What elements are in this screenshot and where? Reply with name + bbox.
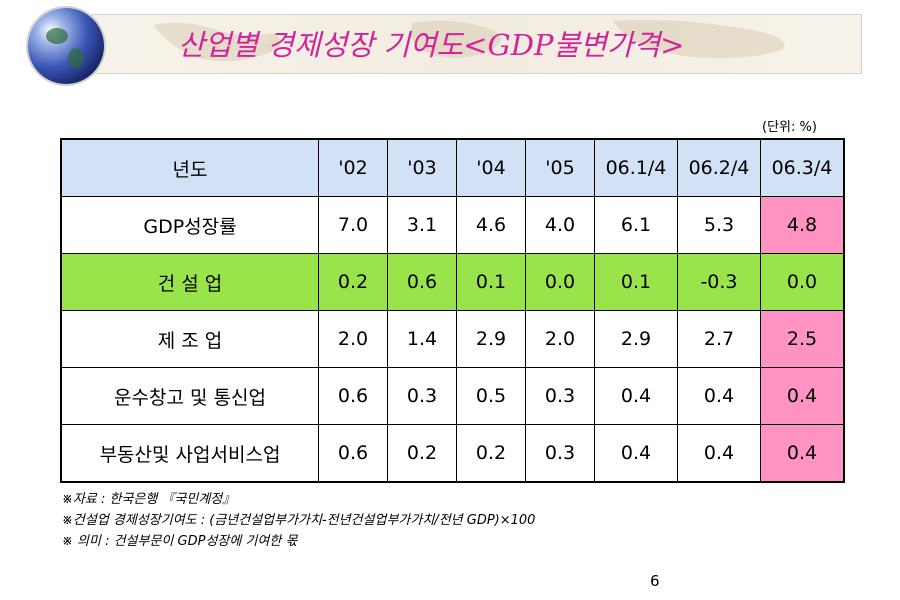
table-cell: 0.4 xyxy=(677,367,761,425)
table-cell: 1.4 xyxy=(387,310,457,368)
table-row: GDP성장률 7.0 3.1 4.6 4.0 6.1 5.3 4.8 xyxy=(60,196,845,254)
table-cell: 0.4 xyxy=(760,367,845,425)
table-cell: 2.9 xyxy=(594,310,678,368)
table-cell: 0.4 xyxy=(594,424,678,483)
footnotes: ※자료 : 한국은행 『국민계정』 ※건설업 경제성장기여도 : (금년건설업부… xyxy=(62,489,535,552)
table-cell: 2.5 xyxy=(760,310,845,368)
table-cell: 0.4 xyxy=(760,424,845,483)
table-cell: 0.4 xyxy=(594,367,678,425)
row-label: 제 조 업 xyxy=(60,310,319,368)
row-label: 부동산및 사업서비스업 xyxy=(60,424,319,483)
header-cell: 06.2/4 xyxy=(677,138,761,197)
header-cell: '03 xyxy=(387,138,457,197)
page-title: 산업별 경제성장 기여도<GDP불변가격> xyxy=(178,28,685,62)
table-cell: 5.3 xyxy=(677,196,761,254)
table-cell: 4.8 xyxy=(760,196,845,254)
table-cell: 0.2 xyxy=(318,253,388,311)
table-cell: 0.1 xyxy=(456,253,526,311)
table-cell: 0.5 xyxy=(456,367,526,425)
row-label: 운수창고 및 통신업 xyxy=(60,367,319,425)
table-cell: 0.0 xyxy=(760,253,845,311)
table-cell: -0.3 xyxy=(677,253,761,311)
header-cell: 06.1/4 xyxy=(594,138,678,197)
table-row: 운수창고 및 통신업 0.6 0.3 0.5 0.3 0.4 0.4 0.4 xyxy=(60,367,845,425)
table-row: 제 조 업 2.0 1.4 2.9 2.0 2.9 2.7 2.5 xyxy=(60,310,845,368)
table-cell: 0.0 xyxy=(525,253,595,311)
table-cell: 3.1 xyxy=(387,196,457,254)
contribution-table: 년도 '02 '03 '04 '05 06.1/4 06.2/4 06.3/4 … xyxy=(60,138,845,483)
table-cell: 0.2 xyxy=(456,424,526,483)
table-cell: 0.3 xyxy=(525,367,595,425)
globe-icon xyxy=(28,8,104,84)
table-cell: 0.3 xyxy=(525,424,595,483)
table-cell: 0.4 xyxy=(677,424,761,483)
table-header-row: 년도 '02 '03 '04 '05 06.1/4 06.2/4 06.3/4 xyxy=(60,138,845,197)
header-cell: 년도 xyxy=(60,138,319,197)
table-cell: 2.7 xyxy=(677,310,761,368)
table-cell: 0.2 xyxy=(387,424,457,483)
row-label: GDP성장률 xyxy=(60,196,319,254)
world-map-background xyxy=(153,19,785,62)
table-cell: 2.0 xyxy=(525,310,595,368)
unit-label: (단위: %) xyxy=(762,120,817,135)
header-cell: '05 xyxy=(525,138,595,197)
row-label: 건 설 업 xyxy=(60,253,319,311)
header-cell: 06.3/4 xyxy=(760,138,845,197)
table-cell: 0.1 xyxy=(594,253,678,311)
table-cell: 4.0 xyxy=(525,196,595,254)
table-cell: 6.1 xyxy=(594,196,678,254)
table-cell: 0.6 xyxy=(318,367,388,425)
title-banner xyxy=(92,14,862,74)
table-cell: 7.0 xyxy=(318,196,388,254)
table-cell: 2.0 xyxy=(318,310,388,368)
header-cell: '04 xyxy=(456,138,526,197)
footnote-source: ※자료 : 한국은행 『국민계정』 xyxy=(62,492,236,507)
page-number: 6 xyxy=(650,572,660,590)
table-row: 부동산및 사업서비스업 0.6 0.2 0.2 0.3 0.4 0.4 0.4 xyxy=(60,424,845,483)
footnote-formula: ※건설업 경제성장기여도 : (금년건설업부가가치-전년건설업부가가치/전년 G… xyxy=(62,513,536,528)
footnote-meaning: ※ 의미 : 건설부문이 GDP성장에 기여한 몫 xyxy=(62,534,298,549)
table-cell: 0.6 xyxy=(318,424,388,483)
table-cell: 2.9 xyxy=(456,310,526,368)
header-cell: '02 xyxy=(318,138,388,197)
table-cell: 4.6 xyxy=(456,196,526,254)
table-cell: 0.3 xyxy=(387,367,457,425)
table-cell: 0.6 xyxy=(387,253,457,311)
table-row-highlighted: 건 설 업 0.2 0.6 0.1 0.0 0.1 -0.3 0.0 xyxy=(60,253,845,311)
